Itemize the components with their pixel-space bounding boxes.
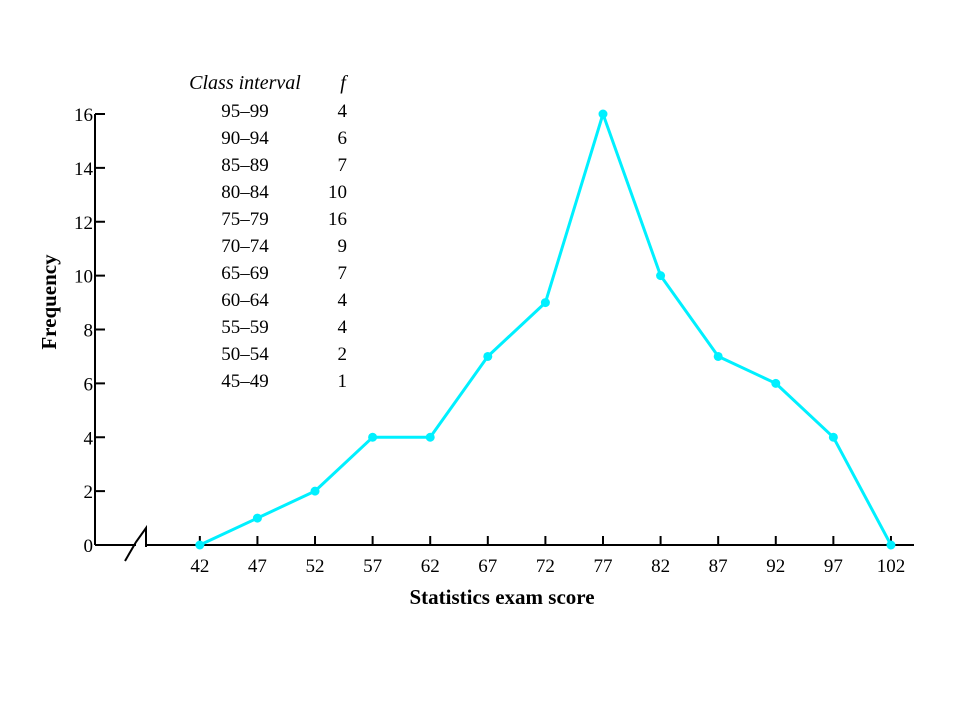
table-cell-interval: 55–59: [221, 317, 269, 338]
table-cell-interval: 65–69: [221, 263, 269, 284]
data-point: [483, 351, 493, 361]
x-tick-label: 92: [766, 556, 785, 577]
x-tick-label: 62: [421, 556, 440, 577]
table-cell-interval: 80–84: [221, 182, 269, 203]
table-cell-frequency: 7: [338, 263, 348, 284]
table-cell-interval: 85–89: [221, 155, 269, 176]
x-tick-label: 67: [478, 556, 497, 577]
x-tick-label: 47: [248, 556, 267, 577]
y-ticks: 0 2 4 6 8 10 12 14 16: [74, 105, 105, 557]
table-cell-frequency: 2: [338, 344, 348, 365]
y-tick-label: 14: [74, 159, 94, 180]
data-point: [540, 298, 550, 308]
x-tick-label: 102: [877, 556, 906, 577]
data-point: [771, 378, 781, 388]
data-point: [195, 540, 205, 550]
table-cell-frequency: 6: [338, 128, 348, 149]
y-tick-label: 4: [84, 428, 94, 449]
x-axis-title: Statistics exam score: [409, 585, 594, 609]
data-point: [425, 432, 435, 442]
y-tick-label: 0: [84, 536, 94, 557]
table-cell-frequency: 4: [338, 290, 348, 311]
x-tick-label: 57: [363, 556, 382, 577]
table-cell-frequency: 7: [338, 155, 348, 176]
x-tick-label: 97: [824, 556, 843, 577]
x-tick-label: 77: [593, 556, 612, 577]
x-tick-label: 87: [709, 556, 728, 577]
data-point: [886, 540, 896, 550]
data-point: [368, 432, 378, 442]
table-cell-interval: 70–74: [221, 236, 269, 257]
series-line: [199, 112, 893, 547]
x-tick-label: 52: [306, 556, 325, 577]
y-tick-label: 16: [74, 105, 93, 126]
y-tick-label: 2: [84, 482, 94, 503]
table-cell-interval: 75–79: [221, 209, 269, 230]
y-axis-title: Frequency: [37, 254, 61, 350]
data-point: [828, 432, 838, 442]
table-cell-interval: 60–64: [221, 290, 269, 311]
x-tick-label: 72: [536, 556, 555, 577]
table-cell-interval: 95–99: [221, 101, 269, 122]
data-point: [656, 271, 666, 281]
table-cell-frequency: 4: [338, 101, 348, 122]
series-layer: [195, 109, 896, 550]
x-tick-label: 82: [651, 556, 670, 577]
data-point: [310, 486, 320, 496]
table-cell-frequency: 9: [338, 236, 348, 257]
y-tick-label: 12: [74, 213, 93, 234]
y-tick-label: 8: [84, 321, 94, 342]
x-ticks: 42 47 52 57 62 67 72 77 82 87 92 97 102: [190, 536, 905, 577]
data-point: [252, 513, 262, 523]
table-cell-interval: 90–94: [221, 128, 269, 149]
table-cell-interval: 45–49: [221, 371, 269, 392]
table-cell-frequency: 10: [328, 182, 347, 203]
table-cell-interval: 50–54: [221, 344, 269, 365]
axis-break-mark: [124, 524, 147, 562]
y-tick-label: 6: [84, 374, 94, 395]
axes: [94, 114, 914, 562]
table-header-frequency: f: [340, 72, 348, 94]
table-cell-frequency: 1: [338, 371, 348, 392]
table-cell-frequency: 16: [328, 209, 347, 230]
data-point: [713, 351, 723, 361]
y-tick-label: 10: [74, 267, 93, 288]
class-interval-table: Class interval f 95–99 4 90–94 6 85–89 7 80–84…: [189, 72, 348, 392]
table-cell-frequency: 4: [338, 317, 348, 338]
x-tick-label: 42: [190, 556, 209, 577]
table-header-interval: Class interval: [189, 72, 301, 94]
data-point: [598, 109, 608, 119]
